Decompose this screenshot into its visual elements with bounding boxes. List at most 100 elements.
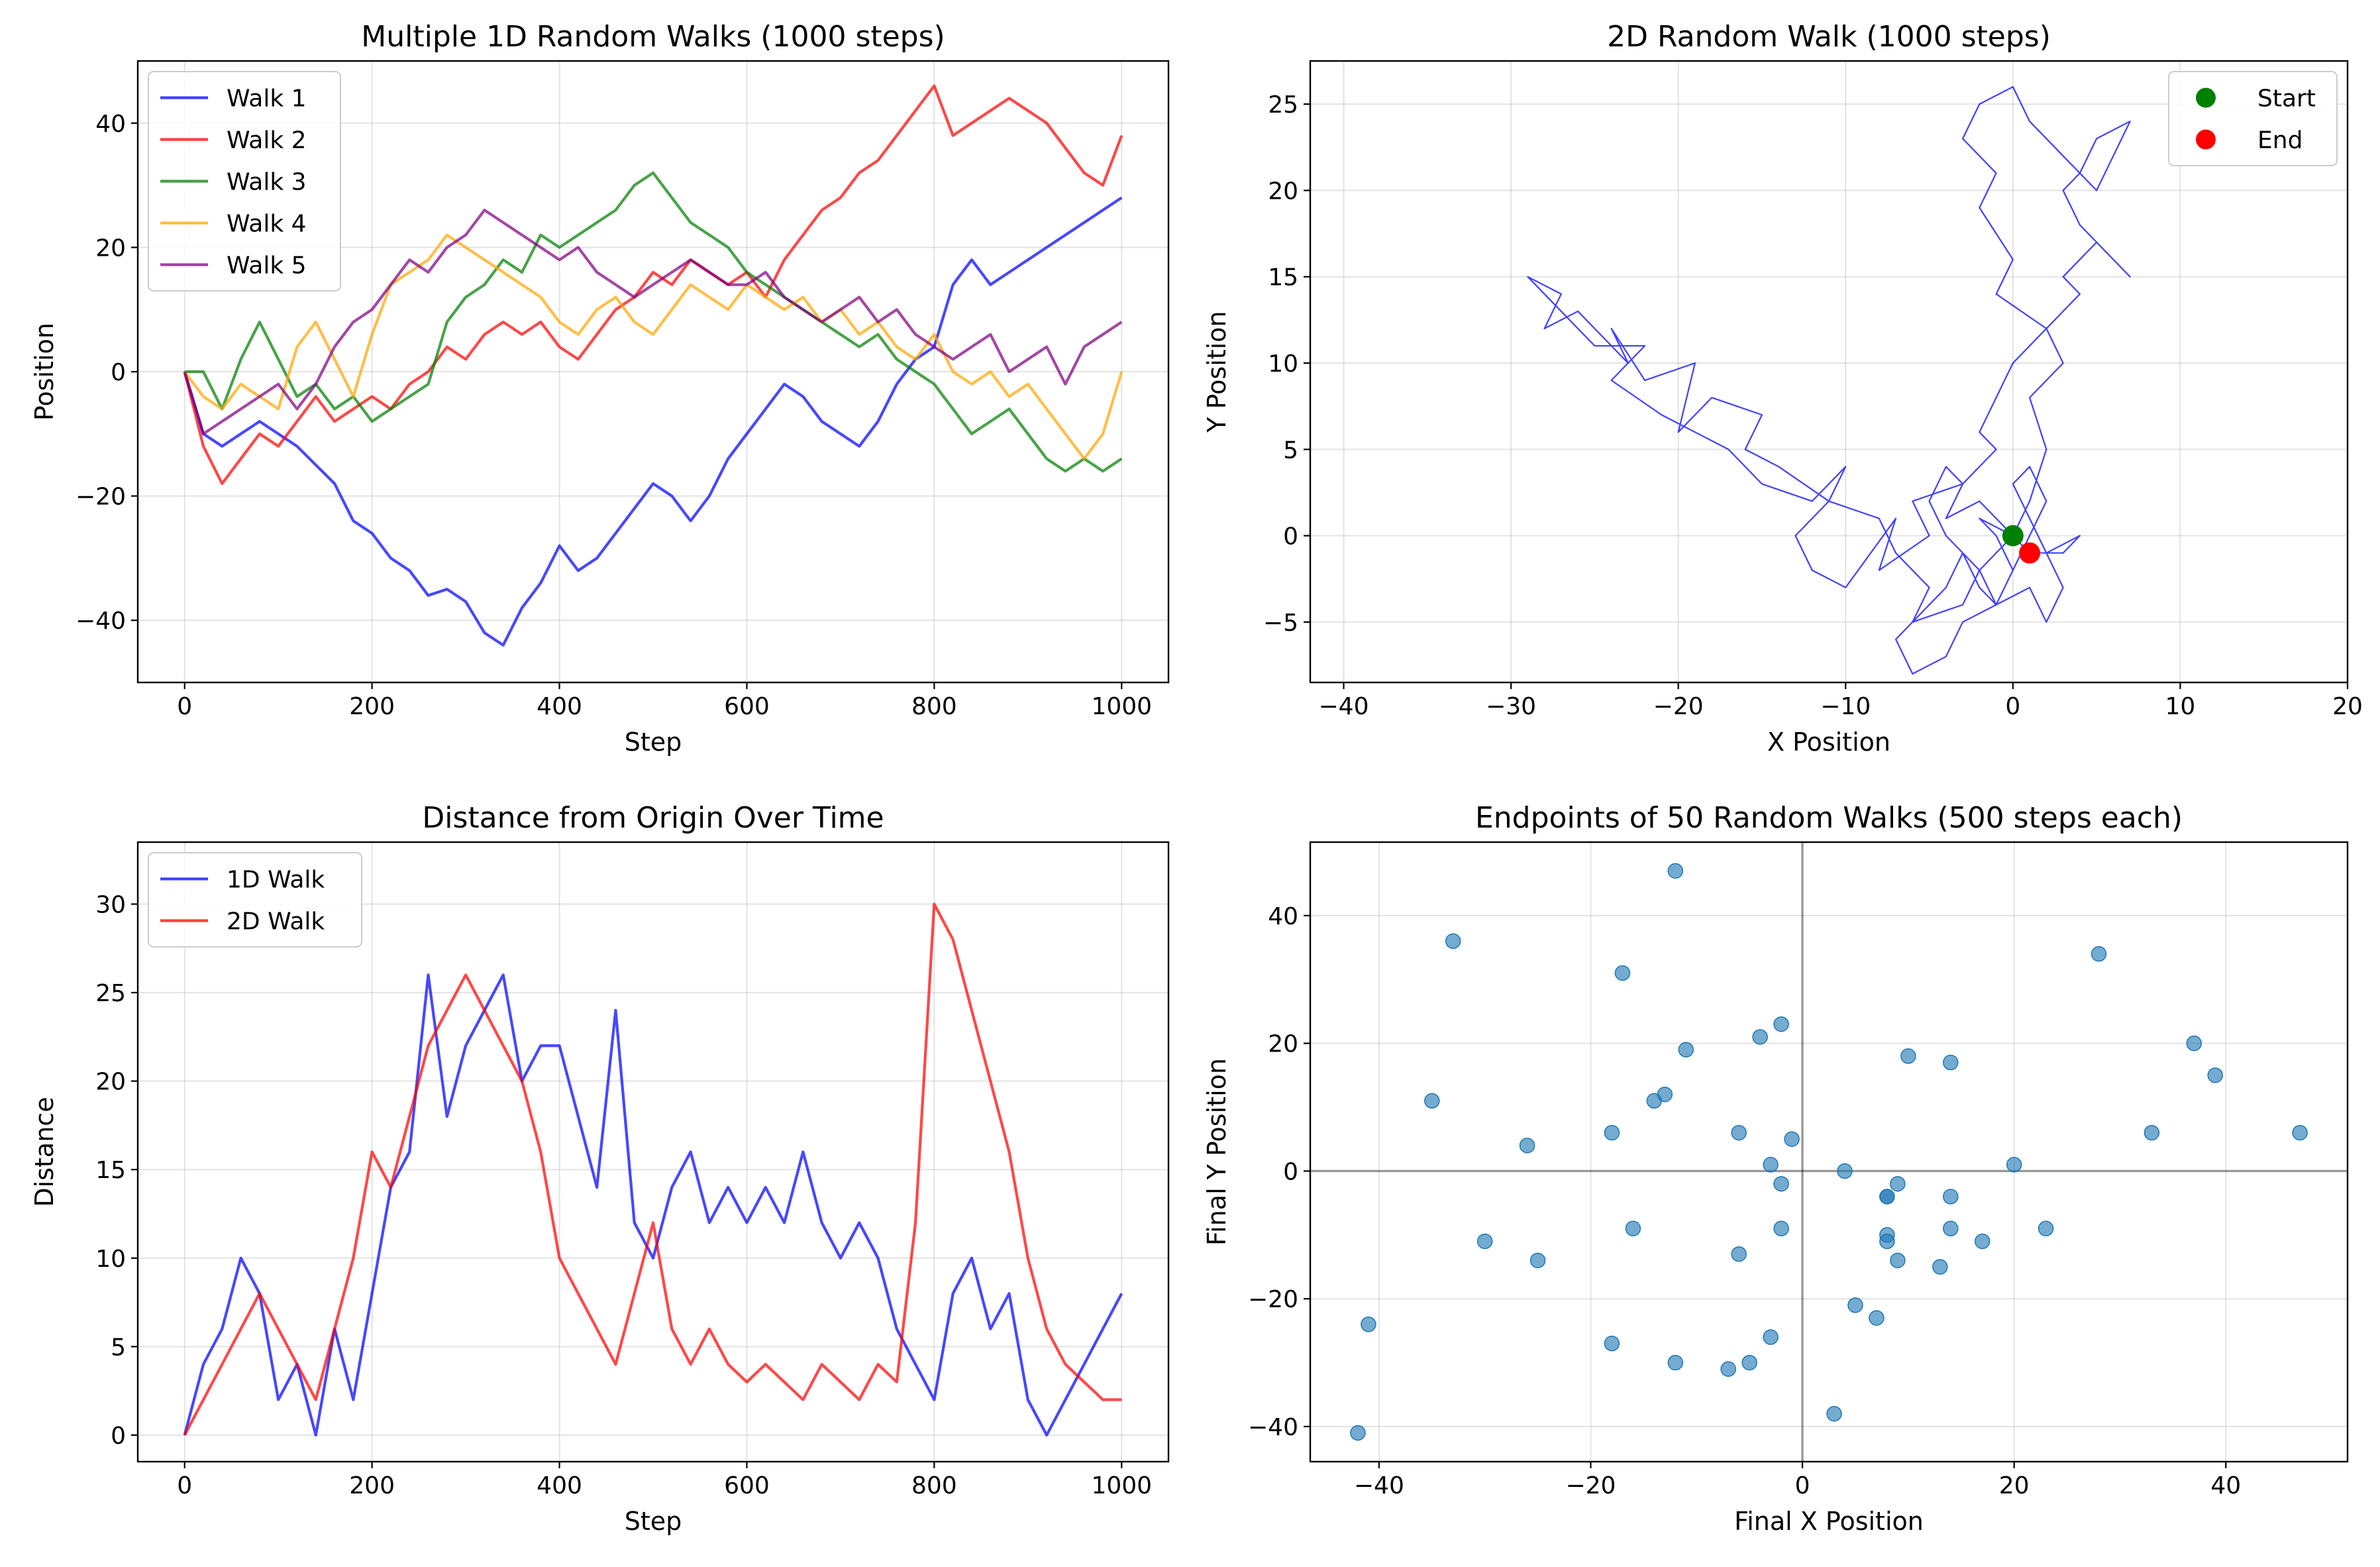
y-tick-label: 0: [111, 359, 126, 386]
y-tick-label: 5: [1283, 437, 1298, 464]
series-line-2d-walk: [183, 902, 1122, 1436]
legend-box: [148, 71, 341, 292]
y-tick-label: 20: [1268, 1031, 1298, 1058]
x-tick-label: −20: [1653, 693, 1704, 720]
scatter-point: [1529, 1252, 1546, 1269]
scatter-point: [1869, 1310, 1885, 1326]
start-marker: [2002, 525, 2024, 547]
scatter-point: [1614, 965, 1631, 981]
x-tick-label: −20: [1565, 1472, 1616, 1499]
x-tick-label: 400: [537, 1472, 582, 1499]
scatter-point: [1604, 1124, 1620, 1141]
series-line-walk-4: [183, 233, 1123, 460]
scatter-point: [1667, 1354, 1684, 1371]
scatter-point: [2292, 1124, 2308, 1141]
panel-title: Multiple 1D Random Walks (1000 steps): [361, 20, 945, 54]
legend-box: [148, 852, 362, 947]
scatter-point: [1667, 863, 1684, 879]
y-tick-label: 20: [1268, 178, 1298, 205]
x-tick-label: −30: [1486, 693, 1536, 720]
scatter-point: [1445, 933, 1461, 949]
x-tick-label: 20: [1999, 1472, 2030, 1499]
y-tick-label: −40: [1248, 1414, 1298, 1441]
legend-label: Walk 1: [227, 85, 307, 113]
scatter-point: [1943, 1220, 1959, 1236]
y-axis-label: Y Position: [1202, 311, 1231, 433]
scatter-point: [1476, 1233, 1493, 1250]
plot-area: [1527, 85, 2131, 675]
scatter-point: [1943, 1054, 1959, 1071]
scatter-point: [2091, 946, 2107, 962]
y-tick-label: −40: [76, 608, 126, 635]
legend-label: 1D Walk: [227, 867, 325, 894]
y-tick-label: −20: [1248, 1286, 1298, 1313]
x-tick-label: 0: [177, 1472, 192, 1499]
y-tick-label: −20: [76, 484, 126, 511]
y-tick-label: −5: [1263, 610, 1298, 637]
plot-area: [1310, 842, 2348, 1462]
legend-marker: [2196, 87, 2216, 108]
scatter-point: [1773, 1016, 1789, 1032]
y-tick-label: 20: [95, 1069, 126, 1096]
scatter-point: [1879, 1189, 1895, 1205]
scatter-point: [1837, 1163, 1853, 1179]
x-tick-label: 400: [537, 693, 582, 720]
scatter-point: [1752, 1029, 1768, 1045]
scatter-point: [1720, 1361, 1736, 1377]
scatter-point: [1974, 1233, 1991, 1250]
x-axis-label: Step: [625, 1507, 682, 1536]
y-tick-label: 5: [111, 1334, 126, 1361]
scatter-point: [1741, 1354, 1757, 1371]
x-tick-label: 40: [2210, 1472, 2241, 1499]
y-axis-label: Distance: [30, 1097, 59, 1207]
x-tick-label: 800: [911, 693, 957, 720]
x-tick-label: 200: [349, 1472, 395, 1499]
legend-label: Start: [2257, 85, 2316, 113]
scatter-point: [1784, 1131, 1800, 1147]
scatter-point: [1350, 1425, 1366, 1441]
scatter-point: [1773, 1175, 1789, 1192]
plot-area: [183, 902, 1123, 1437]
scatter-point: [1604, 1335, 1620, 1352]
scatter-point: [1763, 1157, 1779, 1173]
y-tick-label: 20: [95, 235, 126, 262]
axes-frame: [1309, 841, 2349, 1463]
scatter-point: [1890, 1252, 1906, 1269]
scatter-point: [1900, 1048, 1916, 1064]
legend-label: Walk 2: [227, 127, 307, 154]
legend-marker: [2196, 129, 2216, 150]
legend-label: Walk 5: [227, 252, 307, 280]
y-tick-label: 25: [95, 980, 126, 1007]
panel-2: −40 −30 −20 −10 0 10 20 −5 0 5 10 15 20 25 2D Random W…: [1202, 20, 2363, 757]
scatter-point: [1879, 1233, 1895, 1250]
scatter-point: [2207, 1067, 2224, 1083]
legend: Start End: [2168, 71, 2338, 166]
scatter-point: [1943, 1189, 1959, 1205]
y-axis-label: Final Y Position: [1202, 1058, 1231, 1246]
plot-area: [183, 84, 1123, 647]
y-tick-label: 40: [95, 111, 126, 138]
x-tick-label: 0: [2005, 693, 2020, 720]
x-tick-label: 600: [724, 1472, 770, 1499]
scatter-point: [1731, 1124, 1747, 1141]
series-line-1d-walk: [183, 973, 1123, 1437]
scatter-point: [2006, 1157, 2022, 1173]
x-tick-label: 200: [349, 693, 395, 720]
panel-3: 0 200 400 600 800 1000 0 5 10 15 20 25 30 Distance fr…: [30, 801, 1170, 1536]
legend-label: 2D Walk: [227, 908, 325, 936]
series-line-walk-1: [183, 196, 1123, 647]
end-marker: [2019, 542, 2041, 564]
scatter-point: [1361, 1317, 1376, 1332]
panel-1: 0 200 400 600 800 1000 −40 −20 0 20 40 Multiple 1D …: [30, 20, 1170, 757]
x-tick-label: 10: [2165, 693, 2196, 720]
x-tick-label: 1000: [1091, 1472, 1152, 1499]
x-tick-label: 20: [2332, 693, 2363, 720]
x-axis-label: Final X Position: [1734, 1507, 1924, 1536]
y-tick-label: 0: [111, 1423, 126, 1450]
x-tick-label: 800: [911, 1472, 957, 1499]
scatter-point: [1424, 1093, 1440, 1109]
x-axis-label: X Position: [1767, 728, 1890, 757]
scatter-point: [2186, 1035, 2202, 1052]
scatter-point: [1826, 1405, 1842, 1422]
